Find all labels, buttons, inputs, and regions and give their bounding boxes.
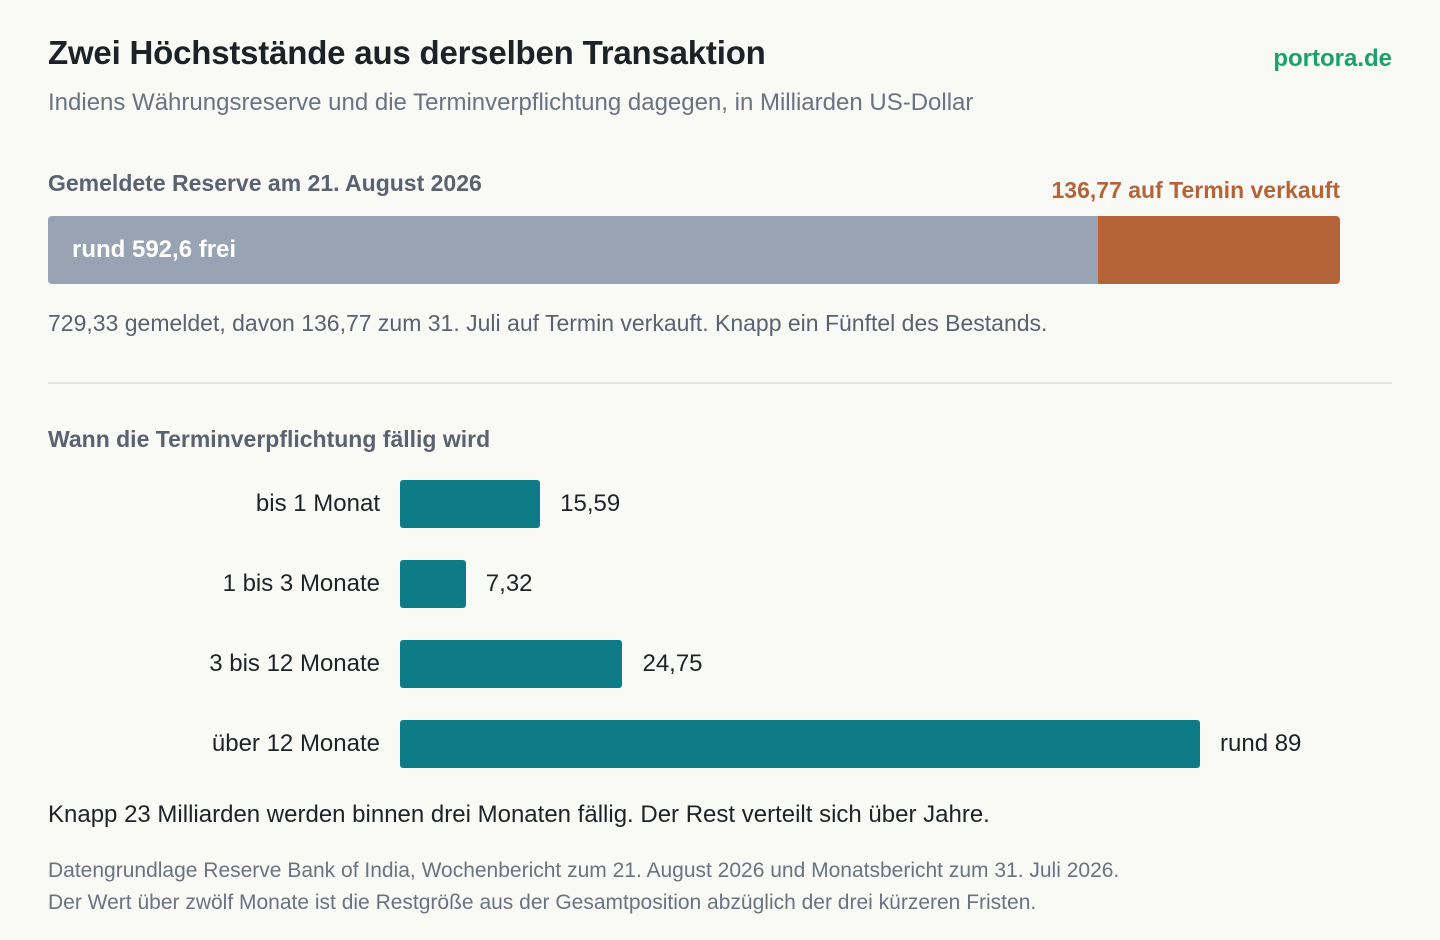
page-subtitle: Indiens Währungsreserve und die Terminve… <box>48 89 974 116</box>
source-note-line-1: Datengrundlage Reserve Bank of India, Wo… <box>48 859 1120 882</box>
maturity-category-label: bis 1 Monat <box>255 490 380 517</box>
reserve-section-label: Gemeldete Reserve am 21. August 2026 <box>48 170 482 196</box>
maturity-category-label: 3 bis 12 Monate <box>209 650 380 677</box>
maturity-value-label: rund 89 <box>1220 730 1302 757</box>
source-note-line-2: Der Wert über zwölf Monate ist die Restg… <box>48 891 1037 914</box>
maturity-bar-row: 1 bis 3 Monate 7,32 <box>0 560 1440 608</box>
maturity-bar <box>400 720 1200 768</box>
maturity-bar <box>400 640 623 688</box>
maturity-bar <box>400 560 466 608</box>
maturity-category-label: 1 bis 3 Monate <box>222 570 380 597</box>
reserve-free-label: rund 592,6 frei <box>72 236 237 263</box>
forward-sold-label: 136,77 auf Termin verkauft <box>1051 177 1340 203</box>
reserve-free-segment: rund 592,6 frei <box>48 216 1098 284</box>
maturity-category-label: über 12 Monate <box>211 730 380 757</box>
maturity-bar <box>400 480 541 528</box>
reserve-note: 729,33 gemeldet, davon 136,77 zum 31. Ju… <box>48 310 1048 336</box>
maturity-takeaway: Knapp 23 Milliarden werden binnen drei M… <box>48 801 990 828</box>
maturity-value-label: 24,75 <box>642 650 703 677</box>
maturity-bar-row: bis 1 Monat 15,59 <box>0 480 1440 528</box>
reserve-stacked-bar: rund 592,6 frei <box>48 216 1340 284</box>
page-title: Zwei Höchststände aus derselben Transakt… <box>48 34 766 71</box>
brand-logo[interactable]: portora.de <box>1273 45 1392 72</box>
maturity-bar-row: über 12 Monate rund 89 <box>0 720 1440 768</box>
maturity-value-label: 7,32 <box>485 570 533 597</box>
maturity-section-label: Wann die Terminverpflichtung fällig wird <box>48 426 491 452</box>
maturity-value-label: 15,59 <box>560 490 621 517</box>
reserve-forward-segment <box>1097 216 1340 284</box>
maturity-bar-row: 3 bis 12 Monate 24,75 <box>0 640 1440 688</box>
section-divider <box>48 382 1392 384</box>
